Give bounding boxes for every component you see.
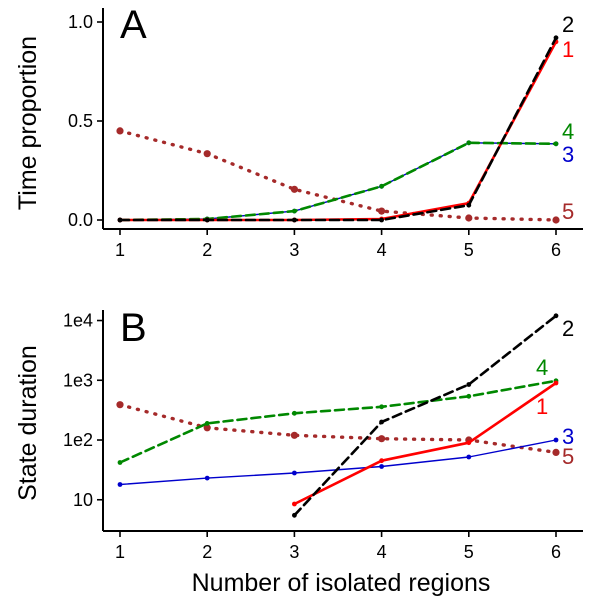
panel-b-y-tick-label: 1e3	[63, 370, 93, 390]
panel-b-x-tick-label: 3	[289, 542, 299, 562]
panel-a-end-label-1: 1	[562, 37, 574, 62]
panel-b-x-tick-label: 2	[202, 542, 212, 562]
panel-a-series-4-point	[553, 141, 559, 147]
panel-b-series-5-point	[116, 401, 124, 409]
panel-b-series-2-point	[466, 382, 472, 387]
panel-a-ylabel: Time proportion	[14, 36, 42, 210]
panel-b-series-1-line	[293, 381, 558, 506]
panel-a-end-label-3: 3	[562, 142, 574, 167]
panel-b-y-tick-label: 1e2	[63, 430, 93, 450]
panel-a-series-4-point	[292, 208, 297, 214]
panel-b-ylabel: State duration	[14, 345, 42, 501]
panel-a-series-4-point	[466, 140, 472, 146]
panel-b-y-tick-label: 10	[73, 490, 93, 510]
panel-b-series-5-point	[203, 424, 211, 432]
panel-a: A Time proportion 2 1 4 3 5 1 2 3 4 5 60.00.5…	[14, 3, 583, 260]
panel-a-x-tick-label: 3	[289, 240, 299, 260]
panel-b-series-5-point	[378, 435, 386, 443]
panel-a-x-tick-label: 4	[377, 240, 387, 260]
panel-b-series-4-point	[117, 460, 123, 465]
panel-a-series-2-point	[292, 217, 297, 223]
panel-b-series-1-point	[379, 458, 384, 464]
panel-a-series-1-line	[118, 40, 558, 222]
panel-b-series-3-point	[553, 437, 559, 443]
panel-b-series-3-point	[379, 464, 384, 469]
panel-b-x-tick-label: 1	[115, 542, 125, 562]
panel-b-x-tick-label: 6	[551, 542, 561, 562]
panel-b-end-label-4: 4	[536, 355, 548, 380]
panel-b-series-3-point	[117, 482, 123, 487]
panel-a-y-tick-label: 0.0	[68, 210, 93, 230]
panel-b-series-1-point	[292, 501, 297, 507]
panel-a-series-2-point	[117, 217, 123, 223]
panel-a-series-5-point	[378, 207, 386, 215]
panel-a-series-2-point	[379, 217, 384, 223]
panel-a-series-4-point	[379, 183, 384, 189]
panel-a-y-tick-label: 0.5	[68, 111, 93, 131]
panel-a-series-2-point	[553, 35, 559, 41]
panel-b-series-3-line	[119, 439, 557, 486]
panel-a-series-2-point	[466, 202, 472, 208]
panel-b-series-4-line	[118, 379, 558, 464]
panel-b: B State duration Number of isolated regi…	[14, 306, 583, 597]
panel-a-x-tick-label: 6	[551, 240, 561, 260]
panel-b-series-4-point	[379, 404, 384, 410]
panel-b-end-label-2: 2	[562, 316, 574, 341]
panel-b-series-4-point	[466, 393, 472, 399]
panel-a-series-5-point	[465, 214, 473, 222]
panel-b-series-2-line	[293, 314, 558, 517]
panel-b-series-5-point	[290, 431, 298, 439]
panel-b-xlabel: Number of isolated regions	[192, 569, 491, 597]
panel-b-series-4-point	[292, 410, 297, 416]
panel-a-series-5-point	[290, 185, 298, 193]
panel-b-letter: B	[120, 306, 147, 350]
panel-b-y-tick-label: 1e4	[63, 311, 93, 331]
panel-a-x-tick-label: 5	[464, 240, 474, 260]
panel-a-x-tick-label: 1	[115, 240, 125, 260]
panel-a-series-4-line	[118, 141, 558, 222]
panel-a-end-label-2: 2	[562, 12, 574, 37]
panel-a-series-5-point	[203, 150, 211, 158]
panel-b-series-4-point	[204, 421, 210, 426]
panel-b-series-3-point	[292, 470, 297, 476]
panel-a-end-label-4: 4	[562, 119, 574, 144]
panel-b-series-1-point	[553, 380, 559, 386]
panel-a-series-2-point	[204, 217, 210, 223]
panel-b-series-3-point	[466, 454, 472, 460]
panel-b-series-5-point	[552, 448, 560, 456]
panel-a-series-3-line	[119, 142, 557, 221]
panel-a-y-tick-label: 1.0	[68, 12, 93, 32]
panel-b-series-3-point	[204, 475, 210, 481]
panel-b-series-1-point	[466, 440, 472, 446]
panel-a-series-2-line	[118, 36, 558, 222]
panel-a-series-5-point	[552, 216, 560, 224]
panel-b-series-2-point	[553, 313, 559, 319]
panel-a-end-label-5: 5	[562, 199, 574, 224]
panel-b-x-tick-label: 5	[464, 542, 474, 562]
panel-b-series-2-point	[292, 512, 297, 518]
panel-b-end-label-1: 1	[536, 394, 548, 419]
panel-b-end-label-3: 3	[562, 424, 574, 449]
panel-a-letter: A	[120, 3, 147, 47]
panel-b-x-tick-label: 4	[377, 542, 387, 562]
panel-a-x-tick-label: 2	[202, 240, 212, 260]
panel-b-series-2-point	[379, 419, 384, 425]
panel-a-series-5-point	[116, 127, 124, 135]
panel-b-end-label-5: 5	[562, 444, 574, 469]
